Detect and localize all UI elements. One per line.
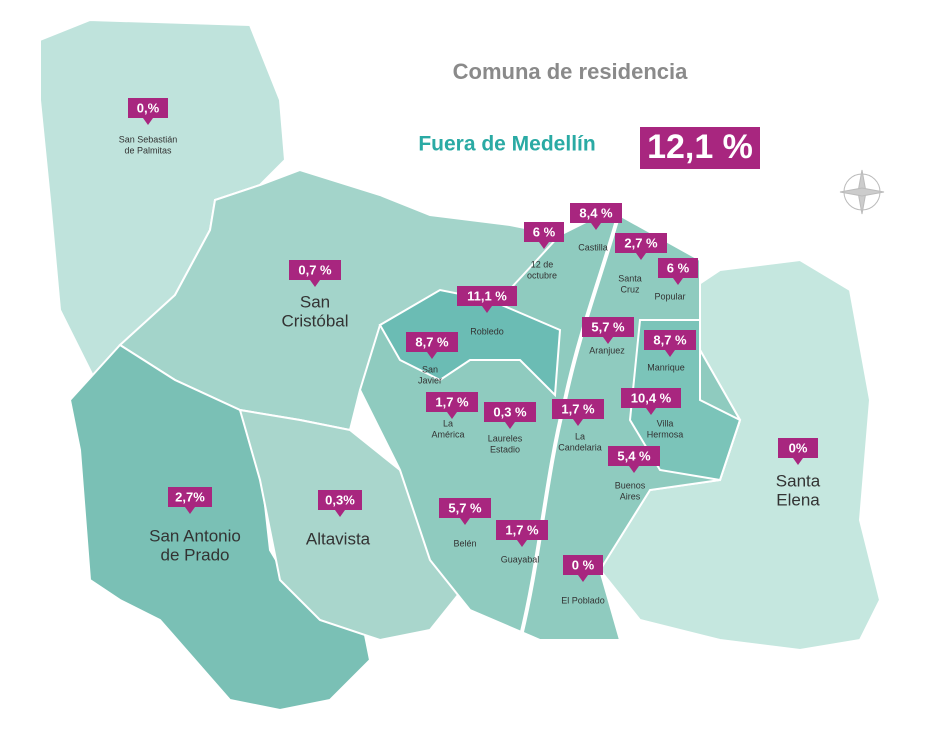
region-name: 12 de bbox=[531, 259, 554, 269]
label-pill bbox=[552, 399, 604, 426]
region-name: Popular bbox=[654, 291, 685, 301]
region-value: 8,4 % bbox=[579, 205, 613, 220]
label-pill bbox=[778, 438, 818, 465]
region-value: 5,7 % bbox=[448, 500, 482, 515]
region-value: 10,4 % bbox=[631, 390, 672, 405]
region-name: La bbox=[575, 431, 585, 441]
region-shape bbox=[628, 319, 742, 482]
label-pill bbox=[168, 487, 212, 514]
region-value: 2,7 % bbox=[624, 235, 658, 250]
region-name: de Palmitas bbox=[124, 145, 172, 155]
region-name: América bbox=[431, 429, 464, 439]
region-value: 11,1 % bbox=[467, 288, 507, 303]
outside-value: 12,1 % bbox=[647, 128, 753, 166]
label-pill bbox=[621, 388, 681, 415]
region-name: San bbox=[300, 292, 330, 311]
region-name: de Prado bbox=[161, 545, 230, 564]
region-value: 2,7% bbox=[175, 489, 205, 504]
region-value: 8,7 % bbox=[415, 334, 449, 349]
label-pill bbox=[582, 317, 634, 344]
label-pill bbox=[608, 446, 660, 473]
region-value: 0,3 % bbox=[493, 404, 527, 419]
region-name: La bbox=[443, 418, 453, 428]
region-value: 1,7 % bbox=[505, 522, 539, 537]
region-name: Castilla bbox=[578, 242, 608, 252]
region-name: San Sebastián bbox=[119, 134, 178, 144]
label-pill bbox=[426, 392, 478, 419]
region-value: 0,3% bbox=[325, 492, 355, 507]
region-name: Buenos bbox=[615, 480, 646, 490]
outside-label: Fuera de Medellín bbox=[418, 133, 595, 156]
region-value: 0% bbox=[789, 440, 808, 455]
region-name: octubre bbox=[527, 270, 557, 280]
region-name: Candelaria bbox=[558, 442, 602, 452]
label-pill bbox=[524, 222, 564, 249]
outside-box bbox=[640, 127, 760, 169]
label-pill bbox=[406, 332, 458, 359]
label-pill bbox=[563, 555, 603, 582]
label-pill bbox=[615, 233, 667, 260]
region-name: Robledo bbox=[470, 326, 504, 336]
region-value: 8,7 % bbox=[653, 332, 687, 347]
region-name: Javier bbox=[418, 375, 442, 385]
region-name: San Antonio bbox=[149, 526, 241, 545]
region-name: Cruz bbox=[620, 284, 640, 294]
region-name: San bbox=[422, 364, 438, 374]
label-pill bbox=[128, 98, 168, 125]
region-name: Laureles bbox=[488, 433, 523, 443]
compass bbox=[839, 169, 885, 215]
label-pill bbox=[644, 330, 696, 357]
label-pill bbox=[484, 402, 536, 429]
region-value: 6 % bbox=[533, 224, 556, 239]
region-value: 5,4 % bbox=[617, 448, 651, 463]
region-value: 0 % bbox=[572, 557, 595, 572]
region-value: 1,7 % bbox=[561, 401, 595, 416]
label-pill bbox=[318, 490, 362, 517]
region-name: Manrique bbox=[647, 362, 685, 372]
region-name: El Poblado bbox=[561, 595, 605, 605]
region-name: Altavista bbox=[306, 529, 371, 548]
label-pill bbox=[289, 260, 341, 287]
map-shapes bbox=[39, 18, 882, 712]
label-pill bbox=[457, 286, 517, 313]
label-pill bbox=[658, 258, 698, 285]
region-name: Santa bbox=[618, 273, 642, 283]
region-name: Belén bbox=[453, 538, 476, 548]
region-value: 6 % bbox=[667, 260, 690, 275]
region-name: Aires bbox=[620, 491, 641, 501]
label-pill bbox=[439, 498, 491, 525]
region-name: Aranjuez bbox=[589, 345, 625, 355]
region-name: Villa bbox=[657, 418, 674, 428]
title: Comuna de residencia bbox=[453, 59, 689, 84]
region-name: Cristóbal bbox=[281, 311, 348, 330]
region-value: 1,7 % bbox=[435, 394, 469, 409]
region-name: Santa bbox=[776, 471, 821, 490]
label-pill bbox=[496, 520, 548, 547]
region-name: Hermosa bbox=[647, 429, 684, 439]
region-name: Elena bbox=[776, 490, 820, 509]
region-value: 5,7 % bbox=[591, 319, 625, 334]
region-name: Estadio bbox=[490, 444, 520, 454]
region-value: 0,% bbox=[137, 100, 160, 115]
region-value: 0,7 % bbox=[298, 262, 332, 277]
label-pill bbox=[570, 203, 622, 230]
region-name: Guayabal bbox=[501, 554, 540, 564]
